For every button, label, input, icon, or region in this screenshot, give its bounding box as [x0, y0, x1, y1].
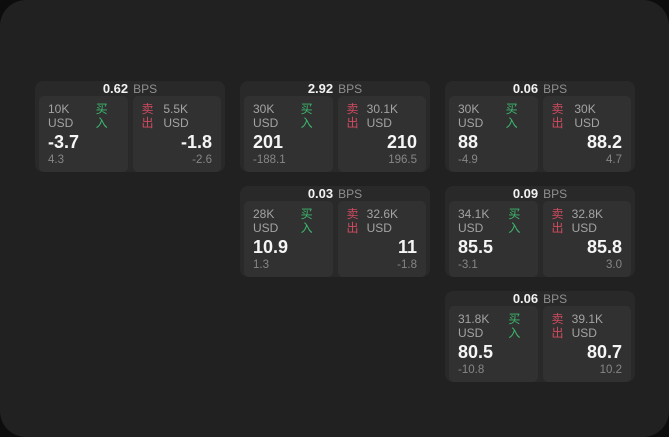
sell-amount: 30K USD	[574, 102, 600, 130]
sell-price: 210	[386, 132, 417, 152]
quote-card[interactable]: 0.06 BPS 31.8K USD 买入 80.5 -10.8 卖出 39.1…	[445, 291, 635, 382]
sell-side-label: 卖出	[346, 207, 359, 235]
quote-card[interactable]: 0.09 BPS 34.1K USD 买入 85.5 -3.1 卖出 32.8K…	[445, 186, 635, 277]
buy-amount: 28K USD	[253, 207, 279, 235]
buy-side-label: 买入	[505, 102, 518, 130]
buy-panel[interactable]: 30K USD 买入 88 -4.9	[449, 96, 538, 172]
bps-header: 0.06 BPS	[445, 291, 635, 306]
buy-sub-value: -188.1	[253, 154, 286, 166]
buy-amount: 30K USD	[253, 102, 279, 130]
quote-card[interactable]: 0.62 BPS 10K USD 买入 -3.7 4.3 卖出 5.5K USD	[35, 81, 225, 172]
sell-panel[interactable]: 卖出 39.1K USD 80.7 10.2	[542, 306, 631, 382]
buy-amount: 34.1K USD	[458, 207, 490, 235]
bps-value: 0.62	[102, 81, 129, 96]
sell-side-label: 卖出	[141, 102, 154, 130]
buy-panel[interactable]: 10K USD 买入 -3.7 4.3	[39, 96, 128, 172]
sell-side-label: 卖出	[551, 312, 564, 340]
bps-unit-label: BPS	[338, 186, 363, 201]
sell-panel[interactable]: 卖出 5.5K USD -1.8 -2.6	[132, 96, 221, 172]
buy-sub-value: -4.9	[458, 154, 478, 166]
bps-unit-label: BPS	[543, 186, 568, 201]
buy-amount: 30K USD	[458, 102, 484, 130]
buy-price: 201	[253, 132, 284, 152]
buy-side-label: 买入	[508, 312, 521, 340]
bps-unit-label: BPS	[543, 81, 568, 96]
buy-panel[interactable]: 30K USD 买入 201 -188.1	[244, 96, 333, 172]
sell-panel[interactable]: 卖出 32.6K USD 11 -1.8	[337, 201, 426, 277]
buy-side-label: 买入	[300, 207, 313, 235]
buy-side-label: 买入	[508, 207, 521, 235]
bps-unit-label: BPS	[133, 81, 158, 96]
bps-value: 0.09	[512, 186, 539, 201]
buy-panel[interactable]: 34.1K USD 买入 85.5 -3.1	[449, 201, 538, 277]
sell-amount: 5.5K USD	[163, 102, 189, 130]
buy-side-label: 买入	[300, 102, 313, 130]
buy-price: 85.5	[458, 237, 494, 257]
sell-price: 11	[397, 237, 417, 257]
bps-unit-label: BPS	[338, 81, 363, 96]
quote-card[interactable]: 0.06 BPS 30K USD 买入 88 -4.9 卖出 30K USD	[445, 81, 635, 172]
bps-header: 0.09 BPS	[445, 186, 635, 201]
buy-price: 80.5	[458, 342, 494, 362]
sell-sub-value: -2.6	[192, 154, 212, 166]
sell-amount: 39.1K USD	[571, 312, 603, 340]
buy-price: -3.7	[48, 132, 80, 152]
sell-sub-value: 10.2	[599, 364, 622, 376]
sell-side-label: 卖出	[551, 102, 564, 130]
bps-unit-label: BPS	[543, 291, 568, 306]
sell-sub-value: 4.7	[606, 154, 622, 166]
buy-sub-value: -10.8	[458, 364, 485, 376]
quote-card[interactable]: 2.92 BPS 30K USD 买入 201 -188.1 卖出 30.1K …	[240, 81, 430, 172]
buy-sub-value: 4.3	[48, 154, 64, 166]
quote-card[interactable]: 0.03 BPS 28K USD 买入 10.9 1.3 卖出 32.6K US…	[240, 186, 430, 277]
bps-header: 0.03 BPS	[240, 186, 430, 201]
sell-panel[interactable]: 卖出 30K USD 88.2 4.7	[542, 96, 631, 172]
buy-amount: 10K USD	[48, 102, 74, 130]
bps-value: 0.06	[512, 291, 539, 306]
sell-sub-value: 3.0	[606, 259, 622, 271]
buy-side-label: 买入	[95, 102, 108, 130]
sell-price: 80.7	[586, 342, 622, 362]
bps-header: 2.92 BPS	[240, 81, 430, 96]
buy-panel[interactable]: 28K USD 买入 10.9 1.3	[244, 201, 333, 277]
quote-card-grid: 0.62 BPS 10K USD 买入 -3.7 4.3 卖出 5.5K USD	[35, 81, 635, 382]
sell-price: -1.8	[180, 132, 212, 152]
buy-price: 88	[458, 132, 479, 152]
sell-side-label: 卖出	[551, 207, 564, 235]
bps-value: 0.06	[512, 81, 539, 96]
buy-sub-value: -3.1	[458, 259, 478, 271]
sell-sub-value: -1.8	[397, 259, 417, 271]
sell-panel[interactable]: 卖出 32.8K USD 85.8 3.0	[542, 201, 631, 277]
bps-value: 0.03	[307, 186, 334, 201]
sell-price: 85.8	[586, 237, 622, 257]
sell-side-label: 卖出	[346, 102, 359, 130]
buy-price: 10.9	[253, 237, 289, 257]
sell-amount: 32.6K USD	[366, 207, 398, 235]
sell-amount: 30.1K USD	[366, 102, 398, 130]
bps-header: 0.06 BPS	[445, 81, 635, 96]
bps-header: 0.62 BPS	[35, 81, 225, 96]
sell-sub-value: 196.5	[388, 154, 417, 166]
buy-sub-value: 1.3	[253, 259, 269, 271]
bps-value: 2.92	[307, 81, 334, 96]
sell-panel[interactable]: 卖出 30.1K USD 210 196.5	[337, 96, 426, 172]
sell-amount: 32.8K USD	[571, 207, 603, 235]
buy-amount: 31.8K USD	[458, 312, 490, 340]
buy-panel[interactable]: 31.8K USD 买入 80.5 -10.8	[449, 306, 538, 382]
sell-price: 88.2	[586, 132, 622, 152]
